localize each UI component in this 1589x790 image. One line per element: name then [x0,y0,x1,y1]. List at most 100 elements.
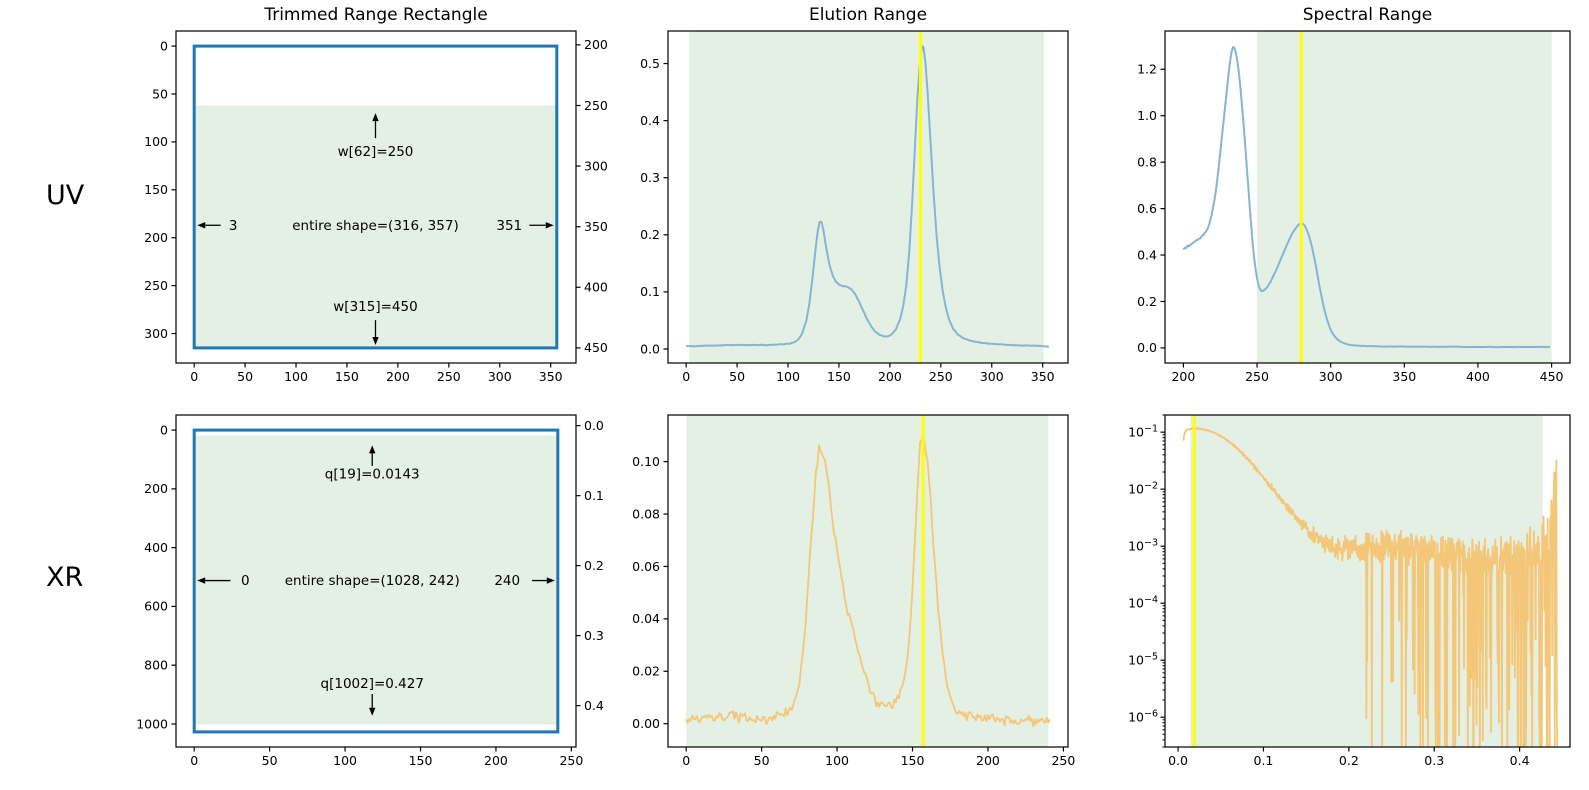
svg-text:0.00: 0.00 [632,716,660,731]
svg-text:50: 50 [237,369,253,384]
svg-text:200: 200 [584,37,608,52]
svg-text:0.02: 0.02 [632,664,660,679]
svg-text:0.8: 0.8 [1137,154,1157,169]
svg-text:0: 0 [241,573,250,589]
svg-text:150: 150 [144,182,168,197]
svg-text:0.5: 0.5 [640,56,660,71]
svg-text:10−4: 10−4 [1128,594,1158,610]
svg-text:0.3: 0.3 [584,628,604,643]
svg-text:300: 300 [144,326,168,341]
svg-text:3: 3 [229,218,238,234]
column-title-spectral-range: Spectral Range [1302,5,1433,25]
svg-text:150: 150 [827,369,851,384]
svg-text:10−1: 10−1 [1128,423,1158,439]
svg-text:200: 200 [144,230,168,245]
svg-text:400: 400 [1466,369,1490,384]
svg-text:w[62]=250: w[62]=250 [338,144,414,160]
svg-text:300: 300 [1319,369,1343,384]
svg-text:0.3: 0.3 [640,170,660,185]
svg-text:0.2: 0.2 [1339,753,1359,768]
svg-text:200: 200 [484,753,508,768]
svg-text:10−3: 10−3 [1128,537,1158,553]
column-title-elution-range: Elution Range [808,5,928,25]
svg-text:entire shape=(1028, 242): entire shape=(1028, 242) [285,573,460,589]
svg-text:0.6: 0.6 [1137,201,1157,216]
svg-text:0.06: 0.06 [632,559,660,574]
svg-text:50: 50 [729,369,745,384]
svg-text:0.1: 0.1 [1254,753,1274,768]
svg-text:600: 600 [144,599,168,614]
svg-text:q[1002]=0.427: q[1002]=0.427 [321,676,424,692]
svg-text:w[315]=450: w[315]=450 [333,299,417,315]
svg-text:450: 450 [584,340,608,355]
svg-text:0.2: 0.2 [584,558,604,573]
svg-text:250: 250 [559,753,583,768]
svg-text:0.04: 0.04 [632,611,660,626]
svg-text:50: 50 [152,86,168,101]
svg-text:250: 250 [1051,753,1075,768]
svg-text:300: 300 [584,158,608,173]
svg-text:250: 250 [1245,369,1269,384]
svg-text:350: 350 [584,219,608,234]
svg-text:0.0: 0.0 [640,341,660,356]
svg-text:100: 100 [333,753,357,768]
svg-text:250: 250 [929,369,953,384]
svg-text:1.0: 1.0 [1137,108,1157,123]
svg-text:100: 100 [284,369,308,384]
svg-text:200: 200 [976,753,1000,768]
svg-text:300: 300 [488,369,512,384]
svg-text:0.3: 0.3 [1424,753,1444,768]
svg-text:100: 100 [825,753,849,768]
svg-text:0.4: 0.4 [640,113,660,128]
svg-text:400: 400 [584,280,608,295]
svg-text:50: 50 [754,753,770,768]
svg-text:200: 200 [878,369,902,384]
svg-text:10−5: 10−5 [1128,651,1158,667]
svg-text:q[19]=0.0143: q[19]=0.0143 [325,467,420,483]
svg-text:800: 800 [144,657,168,672]
svg-text:entire shape=(316, 357): entire shape=(316, 357) [292,218,458,234]
svg-text:200: 200 [144,481,168,496]
svg-text:250: 250 [144,278,168,293]
svg-text:240: 240 [494,573,520,589]
svg-text:0.08: 0.08 [632,506,660,521]
svg-text:0.1: 0.1 [584,488,604,503]
row-label-uv: UV [46,180,85,211]
row-label-xr: XR [46,562,84,593]
svg-text:100: 100 [144,134,168,149]
svg-text:0: 0 [190,369,198,384]
svg-text:250: 250 [584,98,608,113]
svg-text:200: 200 [1171,369,1195,384]
panel-uv-elution-range: 0 50 100 150 200 250 300 350 0.0 0.1 0.2 0.3 0.4 0.5 [640,30,1069,384]
svg-text:1.2: 1.2 [1137,62,1157,77]
svg-text:350: 350 [539,369,563,384]
column-title-trimmed-range-rectangle: Trimmed Range Rectangle [264,5,488,25]
svg-text:0: 0 [682,753,690,768]
panel-xr-spectral-range: 0.0 0.1 0.2 0.3 0.4 10−1 10−2 10−3 10−4 10−5 10−6 [1128,414,1571,768]
svg-text:300: 300 [980,369,1004,384]
svg-text:1000: 1000 [136,716,168,731]
svg-text:100: 100 [776,369,800,384]
svg-text:150: 150 [335,369,359,384]
svg-text:0.10: 0.10 [632,454,660,469]
svg-text:150: 150 [901,753,925,768]
svg-text:0.4: 0.4 [584,698,604,713]
svg-text:250: 250 [437,369,461,384]
svg-text:50: 50 [262,753,278,768]
svg-text:0.0: 0.0 [1137,340,1157,355]
svg-text:0.0: 0.0 [1168,753,1188,768]
svg-text:0.2: 0.2 [640,227,660,242]
svg-text:0.1: 0.1 [640,284,660,299]
svg-text:0: 0 [160,422,168,437]
svg-text:10−2: 10−2 [1128,480,1158,496]
svg-text:400: 400 [144,540,168,555]
svg-text:0: 0 [682,369,690,384]
svg-text:0.0: 0.0 [584,418,604,433]
svg-text:200: 200 [386,369,410,384]
svg-text:0.2: 0.2 [1137,294,1157,309]
svg-text:0.4: 0.4 [1137,247,1157,262]
panel-xr-trimmed-rect: q[19]=0.0143 q[1002]=0.427 0 entire shape=(… [136,414,604,768]
svg-text:450: 450 [1540,369,1564,384]
panel-uv-spectral-range: 200 250 300 350 400 450 0.0 0.2 0.4 0.6 0.8 1.0 1.2 [1137,30,1571,384]
panel-uv-trimmed-rect: w[62]=250 w[315]=450 3 entire shape=(316, 3… [144,30,608,384]
